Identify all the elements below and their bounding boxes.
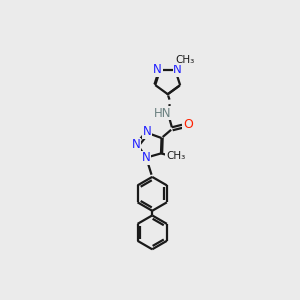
Text: N: N (173, 63, 182, 76)
Text: N: N (153, 63, 162, 76)
Text: N: N (142, 151, 151, 164)
Text: CH₃: CH₃ (166, 152, 185, 161)
Text: O: O (183, 118, 193, 131)
Text: N: N (143, 125, 152, 139)
Text: CH₃: CH₃ (175, 55, 194, 65)
Text: N: N (132, 138, 140, 152)
Text: HN: HN (154, 107, 171, 120)
